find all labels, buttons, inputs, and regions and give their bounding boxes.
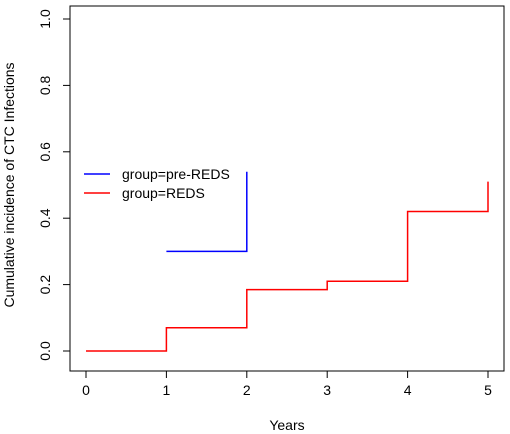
legend-label: group=REDS bbox=[122, 185, 205, 201]
y-tick-label: 0.6 bbox=[37, 142, 53, 162]
y-tick-label: 0.8 bbox=[37, 75, 53, 95]
y-tick-label: 0.4 bbox=[37, 208, 53, 228]
x-axis-label: Years bbox=[269, 417, 304, 433]
legend-label: group=pre-REDS bbox=[122, 166, 230, 182]
y-axis: 0.0 0.2 0.4 0.6 0.8 1.0 bbox=[37, 9, 71, 361]
series-line-1 bbox=[86, 181, 489, 352]
y-tick-label: 0.2 bbox=[37, 275, 53, 295]
x-tick-label: 1 bbox=[163, 382, 171, 398]
x-tick-label: 0 bbox=[82, 382, 90, 398]
y-tick-label: 0.0 bbox=[37, 341, 53, 361]
series-layer bbox=[86, 171, 489, 352]
y-axis-label: Cumulative incidence of CTC Infections bbox=[1, 62, 17, 307]
x-tick-label: 5 bbox=[484, 382, 492, 398]
x-tick-label: 2 bbox=[243, 382, 251, 398]
x-tick-label: 3 bbox=[323, 382, 331, 398]
y-tick-label: 1.0 bbox=[37, 9, 53, 29]
x-axis: 0 1 2 3 4 5 bbox=[82, 370, 492, 398]
legend: group=pre-REDS group=REDS bbox=[84, 166, 230, 201]
x-tick-label: 4 bbox=[404, 382, 412, 398]
series-line-0 bbox=[166, 171, 248, 253]
